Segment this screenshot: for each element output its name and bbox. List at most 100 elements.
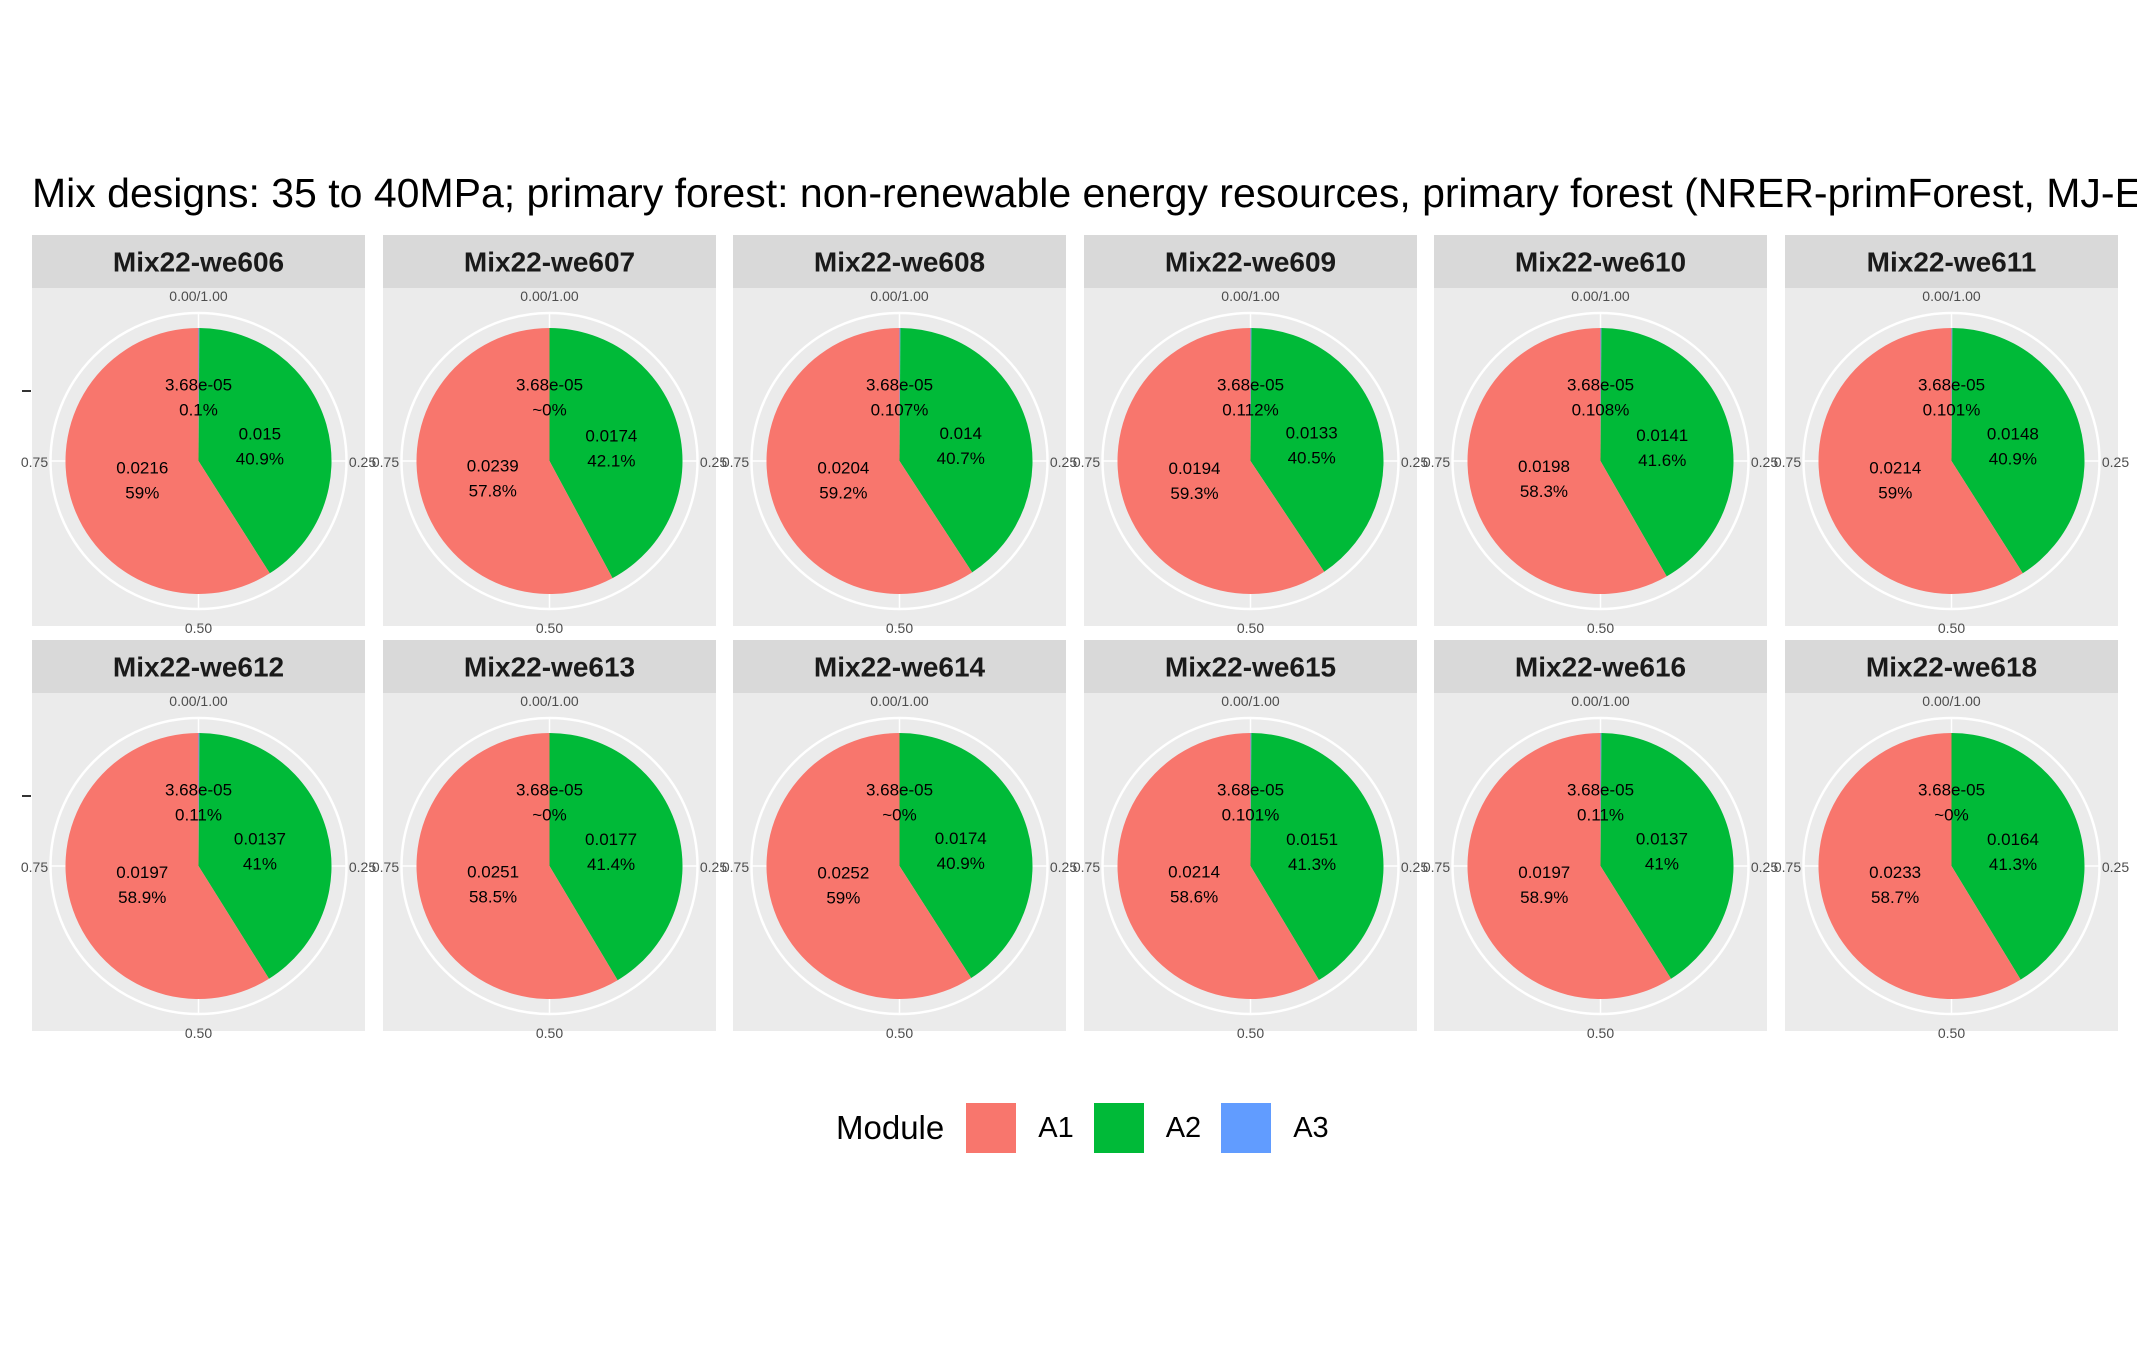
theta-tick-label: 0.50	[185, 620, 212, 636]
slice-value-label: 0.0214	[1869, 458, 1921, 477]
slice-value-label: 3.68e-05	[165, 781, 232, 800]
facet-mix22-we606: Mix22-we606 3.68e-05 0.1% 0.015 40.9% 0.0216 5…	[21, 235, 376, 636]
facet-title: Mix22-we610	[1515, 247, 1686, 278]
slice-percent-label: ~0%	[532, 806, 567, 825]
pie-slice-a2	[549, 328, 683, 579]
slice-percent-label: 58.5%	[469, 888, 517, 907]
theta-tick-label: 0.50	[1587, 1025, 1614, 1041]
theta-tick-label: 0.00/1.00	[870, 693, 929, 709]
slice-percent-label: ~0%	[1934, 806, 1969, 825]
slice-percent-label: 41.6%	[1638, 451, 1686, 470]
slice-value-label: 3.68e-05	[1217, 376, 1284, 395]
slice-percent-label: 0.101%	[1923, 401, 1981, 420]
slice-value-label: 0.0251	[467, 863, 519, 882]
facet-title: Mix22-we607	[464, 247, 635, 278]
pie-slice-a2	[899, 328, 1033, 573]
slice-percent-label: 40.7%	[937, 449, 985, 468]
theta-tick-label: 0.50	[1938, 620, 1965, 636]
theta-tick-label: 0.50	[185, 1025, 212, 1041]
slice-value-label: 0.0239	[467, 456, 519, 475]
slice-value-label: 3.68e-05	[866, 781, 933, 800]
y-axis-tick-row-1	[22, 390, 31, 392]
legend: Module A1 A2 A3	[836, 1100, 1349, 1156]
slice-value-label: 0.0137	[234, 830, 286, 849]
slice-percent-label: ~0%	[882, 806, 917, 825]
slice-value-label: 0.0164	[1987, 830, 2039, 849]
facet-title: Mix22-we612	[113, 652, 284, 683]
slice-value-label: 0.0174	[585, 426, 637, 445]
theta-tick-label: 0.50	[1938, 1025, 1965, 1041]
pie-slice-a1	[766, 733, 972, 999]
pie-slice-a3	[899, 328, 901, 461]
facet-strip	[1785, 235, 2118, 288]
pie-slice-a1	[766, 328, 973, 594]
facet-mix22-we618: Mix22-we618 3.68e-05 ~0% 0.0164 41.3% 0.0233 5…	[1774, 640, 2129, 1041]
theta-tick-label: 0.25	[1401, 454, 1428, 470]
slice-percent-label: 59%	[125, 483, 159, 502]
slice-value-label: 3.68e-05	[1918, 781, 1985, 800]
theta-tick-label: 0.25	[349, 454, 376, 470]
facet-strip	[1084, 640, 1417, 693]
theta-tick-label: 0.00/1.00	[1922, 288, 1981, 304]
legend-label-a2: A2	[1165, 1111, 1202, 1144]
slice-value-label: 0.0233	[1869, 863, 1921, 882]
facet-mix22-we610: Mix22-we610 3.68e-05 0.108% 0.0141 41.6% 0.01…	[1423, 235, 1778, 636]
facet-mix22-we607: Mix22-we607 3.68e-05 ~0% 0.0174 42.1% 0.0239 5…	[372, 235, 727, 636]
facet-title: Mix22-we606	[113, 247, 284, 278]
pie-slice-a1	[1117, 733, 1319, 999]
slice-value-label: 0.0148	[1987, 424, 2039, 443]
slice-value-label: 0.0197	[1518, 863, 1570, 882]
theta-tick-label: 0.50	[536, 1025, 563, 1041]
theta-tick-label: 0.25	[1050, 859, 1077, 875]
theta-tick-label: 0.75	[372, 454, 399, 470]
pie-slice-a1	[65, 328, 270, 594]
pie-slice-a1	[65, 733, 270, 999]
slice-percent-label: 41.4%	[587, 855, 635, 874]
slice-percent-label: 58.6%	[1170, 888, 1218, 907]
slice-value-label: 0.0216	[116, 458, 168, 477]
facet-strip	[1434, 640, 1767, 693]
slice-value-label: 0.0133	[1286, 424, 1338, 443]
facet-strip	[1785, 640, 2118, 693]
slice-percent-label: 59.3%	[1170, 484, 1218, 503]
facet-mix22-we609: Mix22-we609 3.68e-05 0.112% 0.0133 40.5% 0.01…	[1073, 235, 1428, 636]
theta-tick-label: 0.00/1.00	[520, 288, 579, 304]
slice-percent-label: 59%	[1878, 483, 1912, 502]
pie-slice-a1	[1818, 328, 2023, 595]
pie-slice-a3	[198, 733, 200, 866]
slice-percent-label: 0.11%	[175, 806, 222, 825]
facet-title: Mix22-we613	[464, 652, 635, 683]
facet-strip	[383, 640, 716, 693]
facet-mix22-we612: Mix22-we612 3.68e-05 0.11% 0.0137 41% 0.0197 5…	[21, 640, 376, 1041]
pie-slice-a2	[1951, 733, 2085, 980]
slice-percent-label: 58.9%	[1520, 888, 1568, 907]
chart-title: Mix designs: 35 to 40MPa; primary forest…	[32, 170, 2137, 216]
theta-tick-label: 0.25	[1050, 454, 1077, 470]
pie-slice-a3	[198, 328, 200, 461]
slice-value-label: 0.0197	[116, 863, 168, 882]
facet-title: Mix22-we608	[814, 247, 985, 278]
slice-value-label: 0.0194	[1168, 459, 1220, 478]
theta-tick-label: 0.00/1.00	[1571, 288, 1630, 304]
slice-value-label: 0.014	[939, 424, 982, 443]
theta-tick-label: 0.00/1.00	[169, 693, 228, 709]
facet-panels: Mix22-we606 3.68e-05 0.1% 0.015 40.9% 0.0216 5…	[21, 235, 2129, 1041]
pie-slice-a3	[1250, 328, 1252, 461]
theta-tick-label: 0.00/1.00	[870, 288, 929, 304]
slice-percent-label: 0.112%	[1222, 401, 1278, 420]
slice-value-label: 3.68e-05	[1567, 781, 1634, 800]
theta-tick-label: 0.75	[1073, 859, 1100, 875]
legend-key-a1	[966, 1103, 1017, 1153]
facet-title: Mix22-we609	[1165, 247, 1336, 278]
pie-slice-a2	[1250, 733, 1384, 981]
slice-value-label: 0.0174	[935, 829, 987, 848]
slice-value-label: 0.0252	[817, 863, 869, 882]
facet-mix22-we615: Mix22-we615 3.68e-05 0.101% 0.0151 41.3% 0.02…	[1073, 640, 1428, 1041]
slice-value-label: 3.68e-05	[516, 376, 583, 395]
theta-tick-label: 0.75	[21, 859, 48, 875]
facet-strip	[733, 640, 1066, 693]
slice-percent-label: 59%	[826, 888, 860, 907]
slice-percent-label: 58.7%	[1871, 888, 1919, 907]
pie-slice-a1	[1467, 328, 1667, 594]
theta-tick-label: 0.75	[1423, 454, 1450, 470]
